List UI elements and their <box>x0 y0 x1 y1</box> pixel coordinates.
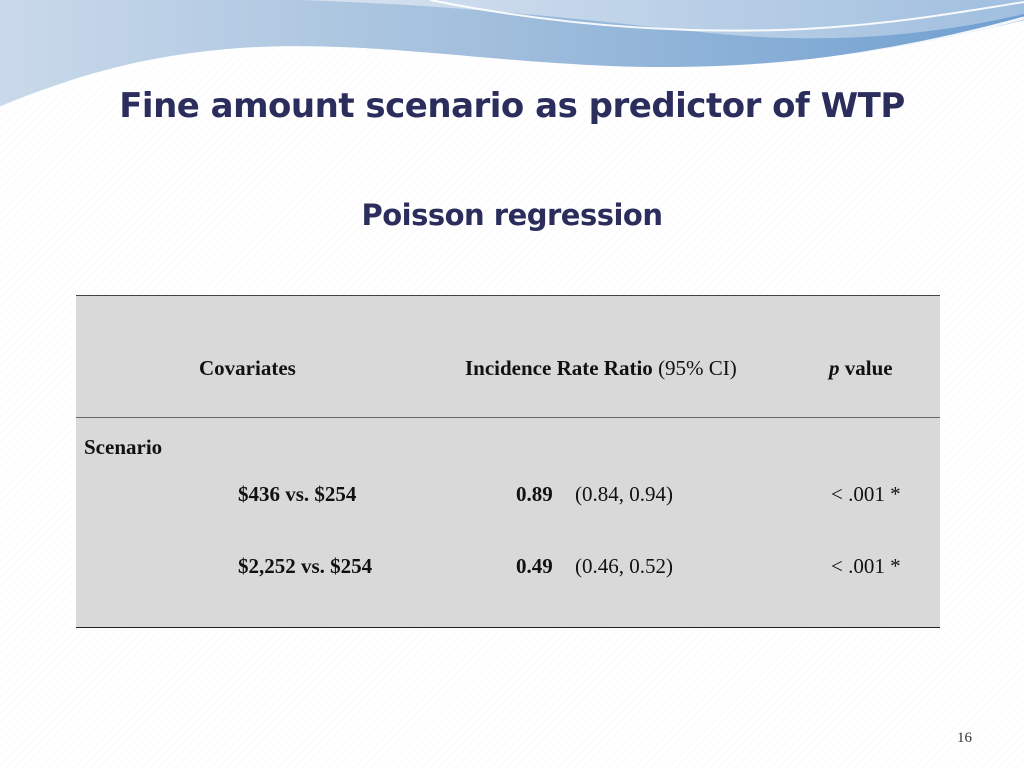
header-irr: Incidence Rate Ratio (95% CI) <box>465 356 737 381</box>
row-1-p: < .001 * <box>831 482 901 506</box>
row-1-ci: (0.84, 0.94) <box>575 482 673 506</box>
header-p-letter: p <box>829 356 840 380</box>
row-2-p: < .001 * <box>831 554 901 578</box>
table-header-row: Covariates Incidence Rate Ratio (95% CI)… <box>76 296 940 418</box>
row-2-ci: (0.46, 0.52) <box>575 554 673 578</box>
group-label-scenario: Scenario <box>84 435 163 459</box>
header-irr-label: Incidence Rate Ratio <box>465 356 653 380</box>
page-number: 16 <box>957 730 972 746</box>
slide-title: Fine amount scenario as predictor of WTP <box>119 86 905 126</box>
header-irr-ci: (95% CI) <box>658 356 737 380</box>
header-covariates: Covariates <box>199 356 296 380</box>
row-2-label: $2,252 vs. $254 <box>238 554 373 578</box>
regression-table: Covariates Incidence Rate Ratio (95% CI)… <box>76 295 940 628</box>
row-2-irr: 0.49 <box>516 554 553 578</box>
slide-subtitle: Poisson regression <box>361 198 663 232</box>
header-wave-decoration <box>0 0 1024 115</box>
row-1-label: $436 vs. $254 <box>238 482 357 506</box>
row-1-irr: 0.89 <box>516 482 553 506</box>
header-p-value: p value <box>829 356 893 381</box>
header-p-rest: value <box>844 356 893 380</box>
